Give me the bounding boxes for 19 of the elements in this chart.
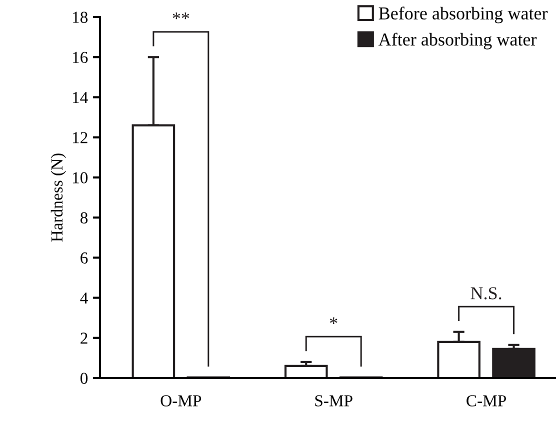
- x-tick-label: S-MP: [315, 395, 352, 406]
- y-tick-label: 6: [80, 252, 88, 264]
- x-tick-label: O-MP: [160, 395, 202, 406]
- annotation: **: [172, 12, 190, 20]
- y-tick-label: 2: [80, 332, 88, 344]
- y-axis-title: Hardness (N): [50, 154, 66, 242]
- y-tick-label: 16: [72, 52, 88, 64]
- y-tick-label: 12: [72, 132, 88, 144]
- y-tick-label: 10: [72, 172, 88, 184]
- y-tick-label: 18: [72, 12, 88, 23]
- legend-label: Before absorbing water: [378, 6, 548, 24]
- y-tick-label: 4: [80, 292, 88, 304]
- y-tick-label: 8: [80, 212, 88, 224]
- y-tick-label: 0: [80, 372, 88, 384]
- x-tick-label: C-MP: [466, 395, 506, 406]
- annotation: N.S.: [470, 287, 502, 300]
- annotation: *: [330, 317, 338, 324]
- y-tick-label: 14: [72, 92, 88, 104]
- legend-label: After absorbing water: [378, 32, 537, 50]
